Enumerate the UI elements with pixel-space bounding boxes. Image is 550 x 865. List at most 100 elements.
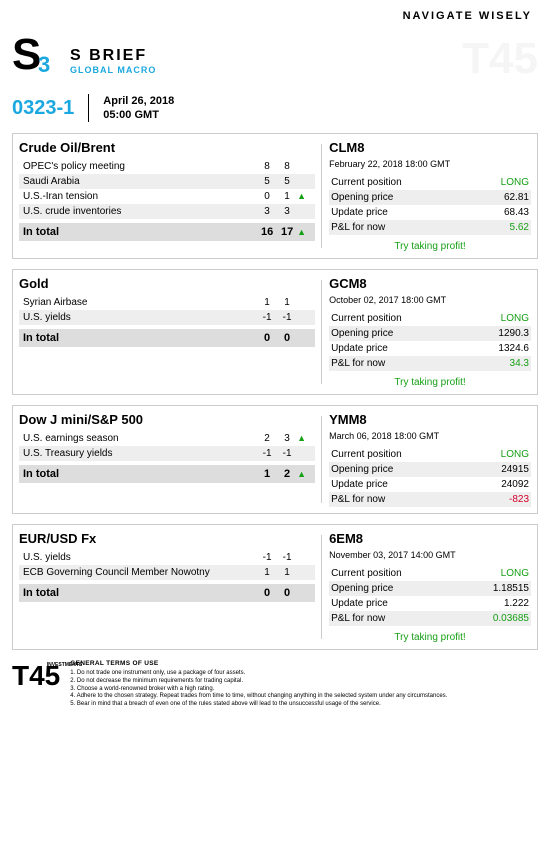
position-label: Opening price xyxy=(331,192,479,203)
term-line: 4. Adhere to the chosen strategy. Repeat… xyxy=(70,693,447,701)
factor-row: Saudi Arabia55 xyxy=(19,174,315,189)
section-title: EUR/USD Fx xyxy=(19,531,315,546)
factor-prev: 5 xyxy=(257,176,277,187)
factor-label: U.S. yields xyxy=(23,552,257,563)
position-value: 1.222 xyxy=(479,598,529,609)
total-curr: 17 xyxy=(277,226,297,238)
position-value: LONG xyxy=(479,568,529,579)
section-title: Gold xyxy=(19,276,315,291)
factor-label: U.S. Treasury yields xyxy=(23,448,257,459)
position-label: Opening price xyxy=(331,583,479,594)
total-curr: 0 xyxy=(277,587,297,599)
position-row: Current positionLONG xyxy=(329,175,531,190)
position-label: P&L for now xyxy=(331,222,479,233)
position-value: 68.43 xyxy=(479,207,529,218)
footer: T45 INVESTMENTS GENERAL TERMS OF USE 1. … xyxy=(12,660,538,709)
position-row: Current positionLONG xyxy=(329,447,531,462)
position-label: Current position xyxy=(331,449,479,460)
factor-prev: 3 xyxy=(257,206,277,217)
factor-curr: 1 xyxy=(277,567,297,578)
position-value: LONG xyxy=(479,313,529,324)
brief-title: S BRIEF xyxy=(70,47,156,65)
position-row: Current positionLONG xyxy=(329,311,531,326)
total-label: In total xyxy=(23,332,257,344)
s-logo: S3 xyxy=(12,38,58,84)
ticker-symbol: CLM8 xyxy=(329,140,531,155)
position-row: Current positionLONG xyxy=(329,566,531,581)
total-prev: 0 xyxy=(257,587,277,599)
ticker-symbol: 6EM8 xyxy=(329,531,531,546)
position-label: Current position xyxy=(331,313,479,324)
position-value: 1324.6 xyxy=(479,343,529,354)
id-row: 0323-1 April 26, 2018 05:00 GMT xyxy=(12,94,538,123)
terms-title: GENERAL TERMS OF USE xyxy=(70,660,447,668)
position-row: Opening price1290.3 xyxy=(329,326,531,341)
factor-label: U.S. earnings season xyxy=(23,433,257,444)
position-row: Opening price24915 xyxy=(329,462,531,477)
position-value: 24915 xyxy=(479,464,529,475)
ticker-symbol: YMM8 xyxy=(329,412,531,427)
section-title: Crude Oil/Brent xyxy=(19,140,315,155)
factor-curr: 1 xyxy=(277,297,297,308)
cta-text: Try taking profit! xyxy=(329,377,531,388)
position-value: 62.81 xyxy=(479,192,529,203)
factor-prev: 2 xyxy=(257,433,277,444)
factor-curr: 8 xyxy=(277,161,297,172)
position-value: 24092 xyxy=(479,479,529,490)
section: Crude Oil/BrentOPEC's policy meeting88Sa… xyxy=(12,133,538,259)
position-label: Update price xyxy=(331,207,479,218)
factor-label: U.S.-Iran tension xyxy=(23,191,257,202)
factor-curr: 3 xyxy=(277,206,297,217)
position-row: Opening price1.18515 xyxy=(329,581,531,596)
factor-label: OPEC's policy meeting xyxy=(23,161,257,172)
total-label: In total xyxy=(23,226,257,238)
factor-row: U.S. yields-1-1 xyxy=(19,310,315,325)
total-curr: 2 xyxy=(277,468,297,480)
position-label: Opening price xyxy=(331,464,479,475)
factor-label: Syrian Airbase xyxy=(23,297,257,308)
factor-row: U.S.-Iran tension01▲ xyxy=(19,189,315,204)
factor-row: U.S. Treasury yields-1-1 xyxy=(19,446,315,461)
section: GoldSyrian Airbase11U.S. yields-1-1In to… xyxy=(12,269,538,395)
total-prev: 0 xyxy=(257,332,277,344)
header: S3 S BRIEF GLOBAL MACRO T45 xyxy=(12,34,538,94)
total-curr: 0 xyxy=(277,332,297,344)
section: EUR/USD FxU.S. yields-1-1ECB Governing C… xyxy=(12,524,538,650)
position-value: -823 xyxy=(479,494,529,505)
arrow-icon: ▲ xyxy=(297,227,311,237)
position-row: P&L for now0.03685 xyxy=(329,611,531,626)
total-row: In total1617▲ xyxy=(19,223,315,241)
term-line: 5. Bear in mind that a breach of even on… xyxy=(70,701,447,709)
position-date: March 06, 2018 18:00 GMT xyxy=(329,431,531,441)
arrow-icon: ▲ xyxy=(297,469,311,479)
position-value: LONG xyxy=(479,449,529,460)
term-line: 3. Choose a world-renowned broker with a… xyxy=(70,686,447,694)
arrow-icon: ▲ xyxy=(297,191,311,201)
factor-prev: -1 xyxy=(257,312,277,323)
position-label: P&L for now xyxy=(331,494,479,505)
position-row: Update price1.222 xyxy=(329,596,531,611)
factor-prev: 0 xyxy=(257,191,277,202)
factor-label: U.S. yields xyxy=(23,312,257,323)
issue-time: 05:00 GMT xyxy=(103,108,174,122)
brief-subtitle: GLOBAL MACRO xyxy=(70,65,156,75)
factor-label: ECB Governing Council Member Nowotny xyxy=(23,567,257,578)
position-label: Opening price xyxy=(331,328,479,339)
factor-prev: 1 xyxy=(257,297,277,308)
factor-row: U.S. crude inventories33 xyxy=(19,204,315,219)
section-title: Dow J mini/S&P 500 xyxy=(19,412,315,427)
position-date: October 02, 2017 18:00 GMT xyxy=(329,295,531,305)
position-label: Current position xyxy=(331,568,479,579)
position-label: P&L for now xyxy=(331,613,479,624)
factor-label: U.S. crude inventories xyxy=(23,206,257,217)
position-label: Update price xyxy=(331,343,479,354)
position-row: P&L for now34.3 xyxy=(329,356,531,371)
factor-curr: -1 xyxy=(277,448,297,459)
total-label: In total xyxy=(23,468,257,480)
position-label: Current position xyxy=(331,177,479,188)
position-row: P&L for now5.62 xyxy=(329,220,531,235)
total-row: In total12▲ xyxy=(19,465,315,483)
factor-row: U.S. earnings season23▲ xyxy=(19,431,315,446)
footer-logo: T45 INVESTMENTS xyxy=(12,660,60,692)
factor-curr: 1 xyxy=(277,191,297,202)
